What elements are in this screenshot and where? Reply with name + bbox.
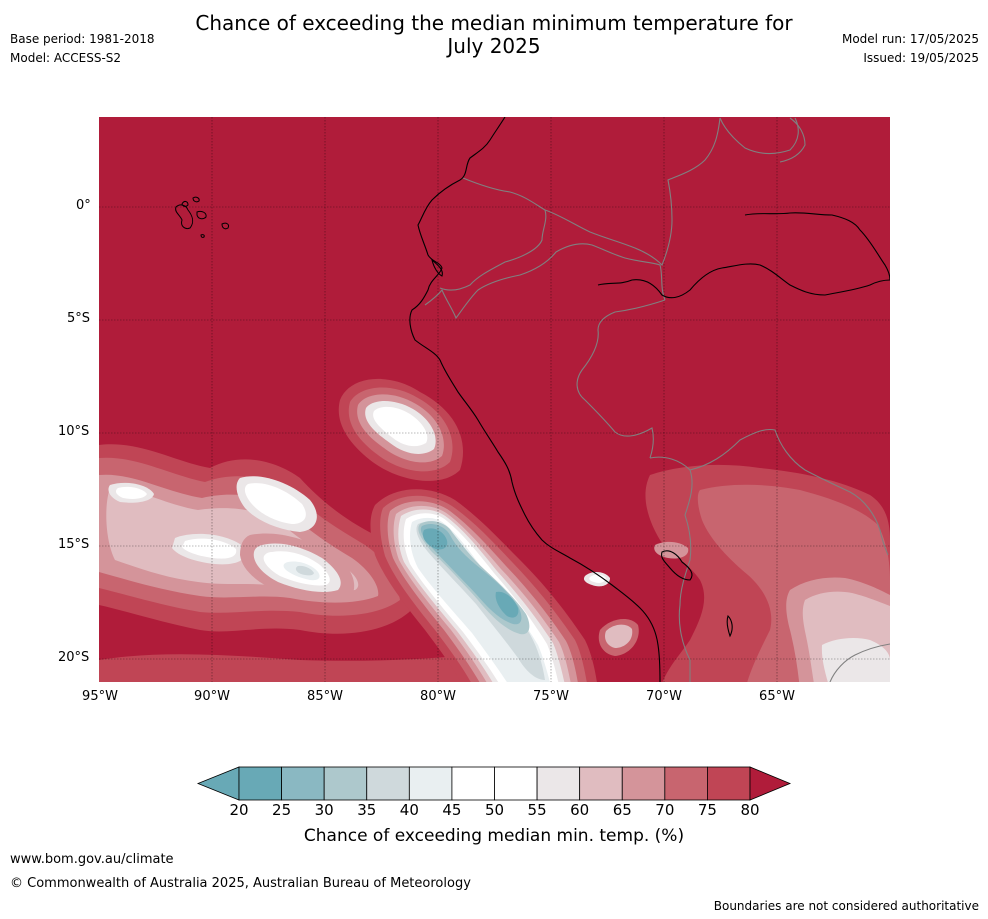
contour-35 — [295, 565, 314, 576]
island-santiago — [192, 196, 200, 203]
colorbar-label: Chance of exceeding median min. temp. (%… — [303, 826, 685, 846]
colorbar-tick-20: 20 — [229, 801, 249, 819]
lon-label-80w: 80°W — [420, 689, 456, 704]
lat-label-5s: 5°S — [67, 311, 91, 326]
contour-20 — [495, 591, 519, 618]
lat-label-20s: 20°S — [58, 650, 90, 665]
colorbar-tick-60: 60 — [570, 801, 590, 819]
title-line-1: Chance of exceeding the median minimum t… — [195, 11, 793, 35]
colorbar-tick-55: 55 — [527, 801, 547, 819]
lon-label-70w: 70°W — [646, 689, 682, 704]
copyright-notice: © Commonwealth of Australia 2025, Austra… — [10, 876, 471, 891]
border-guyana — [779, 117, 806, 163]
colorbar — [196, 766, 792, 801]
colorbar-tick-25: 25 — [272, 801, 292, 819]
colorbar-segment-65-70 — [621, 766, 666, 801]
border-peru-brazil-bolivia — [649, 456, 693, 682]
coast-amazon-north — [744, 212, 890, 281]
contour-75 — [99, 654, 470, 682]
colorbar-tick-80: 80 — [740, 801, 760, 819]
contour-60 — [605, 624, 633, 648]
lat-label-10s: 10°S — [58, 424, 90, 439]
contour-50 — [182, 538, 237, 559]
colorbar-segment-35-40 — [366, 766, 410, 801]
website-link[interactable]: www.bom.gov.au/climate — [10, 852, 174, 867]
contour-50 — [115, 486, 147, 499]
island-fernandina — [181, 201, 189, 207]
model-name: Model: ACCESS-S2 — [10, 51, 122, 65]
colorbar-tick-45: 45 — [442, 801, 462, 819]
colorbar-tick-40: 40 — [399, 801, 419, 819]
contour-55 — [821, 637, 890, 682]
colorbar-extend-high — [749, 766, 792, 801]
lat-label-15s: 15°S — [58, 537, 90, 552]
lat-label-0: 0° — [76, 198, 91, 213]
map-area — [99, 117, 890, 682]
probability-contours — [99, 378, 890, 682]
colorbar-tick-30: 30 — [314, 801, 334, 819]
lake-titicaca — [661, 550, 693, 581]
border-brazil-colombia — [576, 299, 666, 459]
lon-label-75w: 75°W — [533, 689, 569, 704]
contour-45 — [373, 406, 428, 447]
border-colombia-ecuador — [439, 177, 547, 291]
colorbar-tick-50: 50 — [484, 801, 505, 819]
colorbar-tick-70: 70 — [655, 801, 675, 819]
lon-label-90w: 90°W — [194, 689, 230, 704]
galapagos-islands — [175, 196, 229, 238]
colorbar-segment-20-25 — [238, 766, 282, 801]
lon-label-85w: 85°W — [307, 689, 343, 704]
border-bolivia-paraguay — [829, 643, 890, 682]
colorbar-segment-40-45 — [408, 766, 453, 801]
border-colombia-venezuela — [544, 117, 721, 266]
colorbar-segment-30-35 — [323, 766, 368, 801]
issued-date: Issued: 19/05/2025 — [863, 51, 979, 65]
model-run: Model run: 17/05/2025 — [841, 32, 979, 46]
coast-amazon-river — [597, 263, 890, 299]
map-title: Chance of exceeding the median minimum t… — [0, 12, 988, 58]
border-ecuador-peru — [424, 243, 666, 320]
title-line-2: July 2025 — [447, 34, 541, 58]
contour-20 — [422, 528, 448, 550]
country-borders — [424, 117, 890, 682]
colorbar-segment-25-30 — [281, 766, 325, 801]
border-bolivia-brazil — [689, 428, 889, 556]
colorbar-extend-low — [196, 766, 240, 801]
contour-45 — [589, 574, 606, 583]
coast-pacific-south-america — [409, 117, 661, 682]
colorbar-segment-45-50 — [451, 766, 495, 801]
colorbar-tick-35: 35 — [357, 801, 377, 819]
border-brazil-venezuela — [719, 117, 799, 155]
colorbar-segment-55-60 — [536, 766, 581, 801]
lake-poopo — [726, 614, 733, 638]
coastlines — [409, 117, 890, 682]
island-santa-cruz — [196, 210, 207, 220]
contour-50 — [244, 483, 306, 524]
colorbar-segment-75-80 — [707, 766, 751, 801]
colorbar-tick-65: 65 — [612, 801, 632, 819]
graticule-grid — [99, 117, 890, 682]
colorbar-tick-75: 75 — [697, 801, 717, 819]
lon-label-95w: 95°W — [82, 689, 118, 704]
base-period: Base period: 1981-2018 — [10, 32, 155, 46]
colorbar-segment-50-55 — [494, 766, 538, 801]
boundary-disclaimer: Boundaries are not considered authoritat… — [713, 899, 979, 913]
contour-65 — [654, 541, 689, 559]
colorbar-segment-60-65 — [579, 766, 623, 801]
lon-label-65w: 65°W — [759, 689, 795, 704]
island-espanola — [200, 234, 205, 238]
coast-gulf-guayaquil — [431, 258, 443, 277]
colorbar-segment-70-75 — [664, 766, 708, 801]
island-san-cristobal — [221, 222, 229, 230]
